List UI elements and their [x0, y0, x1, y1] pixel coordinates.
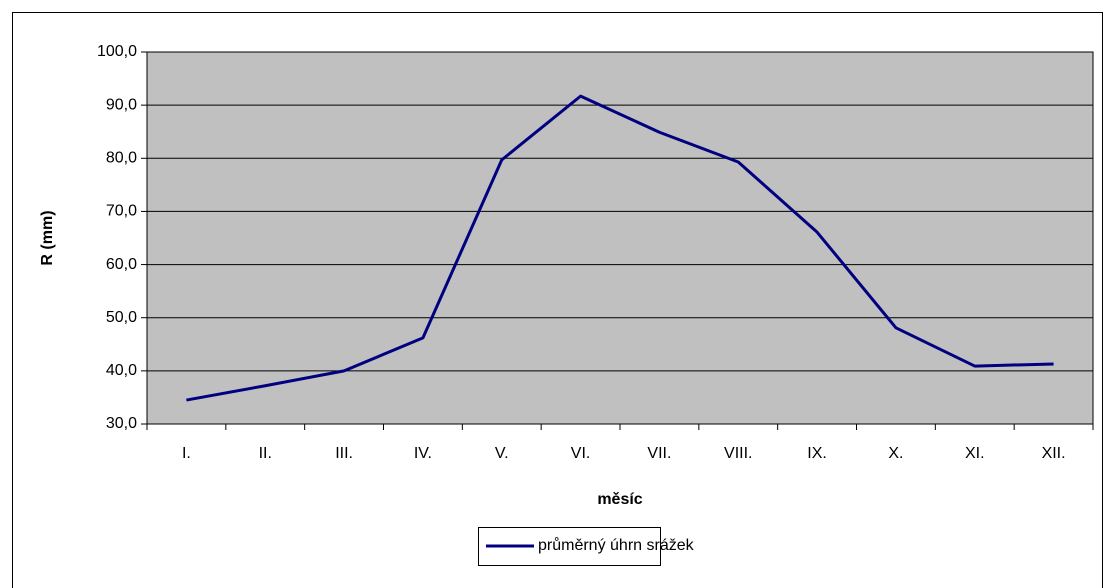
- y-tick-label: 60,0: [106, 256, 137, 273]
- plot-area: [147, 52, 1093, 424]
- x-tick-label: I.: [182, 445, 191, 462]
- legend-box: [478, 527, 661, 566]
- x-tick-label: VII.: [647, 445, 671, 462]
- data-line: [186, 94, 1054, 402]
- y-tick-label: 40,0: [106, 362, 137, 379]
- y-tick-label: 50,0: [106, 309, 137, 326]
- x-tick-label: XII.: [1042, 445, 1066, 462]
- x-tick-label: IV.: [414, 445, 432, 462]
- y-axis-title: R (mm): [39, 210, 56, 265]
- x-tick-label: II.: [259, 445, 272, 462]
- x-tick-label: III.: [335, 445, 353, 462]
- x-tick-label: VIII.: [724, 445, 752, 462]
- y-tick-label: 90,0: [106, 96, 137, 113]
- x-axis-title: měsíc: [597, 491, 642, 508]
- x-tick-label: VI.: [571, 445, 591, 462]
- x-tick-label: XI.: [965, 445, 985, 462]
- y-tick-label: 30,0: [106, 415, 137, 432]
- x-tick-label: X.: [888, 445, 903, 462]
- legend-label: průměrný úhrn srážek: [538, 536, 695, 554]
- y-tick-label: 70,0: [106, 203, 137, 220]
- x-tick-label: IX.: [807, 445, 827, 462]
- y-tick-label: 80,0: [106, 150, 137, 167]
- x-tick-label: V.: [495, 445, 509, 462]
- y-tick-label: 100,0: [97, 43, 137, 60]
